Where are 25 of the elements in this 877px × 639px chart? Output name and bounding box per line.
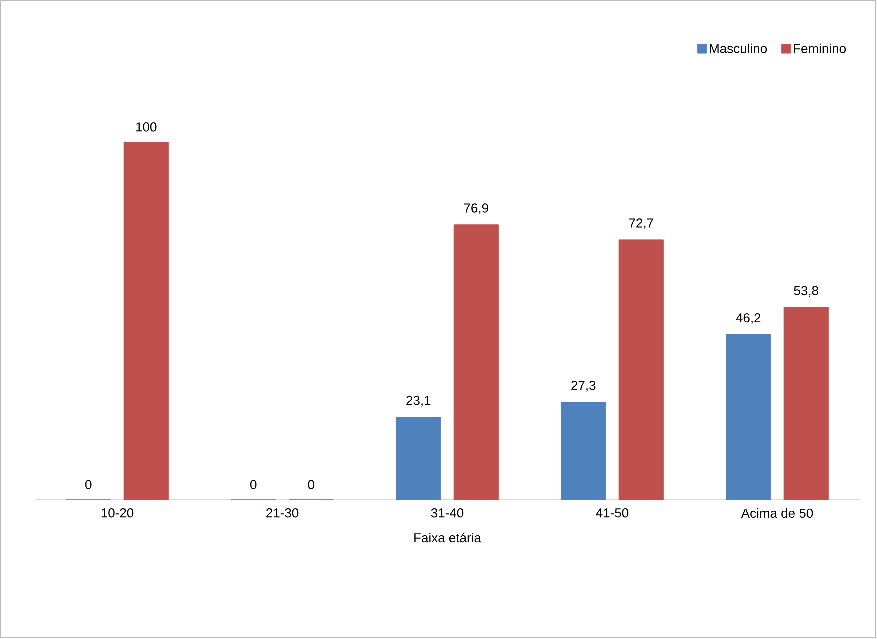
data-label: 46,2 — [736, 313, 761, 324]
bar — [124, 142, 169, 500]
data-label: 0 — [250, 480, 257, 490]
x-tick-label: 21-30 — [266, 508, 299, 518]
bar — [618, 240, 664, 500]
bar — [726, 334, 772, 500]
data-label: 53,8 — [794, 286, 818, 298]
legend-label: Masculino — [710, 44, 768, 54]
data-label: 27,3 — [572, 381, 596, 392]
data-label: 0 — [308, 480, 314, 490]
x-tick-label: 31-40 — [431, 508, 464, 518]
x-tick-label: 10-20 — [102, 508, 134, 518]
legend-label: Feminino — [794, 44, 846, 54]
bar — [454, 224, 499, 500]
x-tick-label: Acima de 50 — [741, 508, 814, 518]
bar — [561, 402, 606, 500]
data-label: 23,1 — [406, 396, 431, 407]
data-label: 0 — [86, 480, 92, 490]
x-tick-label: 41-50 — [596, 508, 629, 518]
data-label: 76,9 — [464, 204, 488, 214]
x-axis-title: Faixa etária — [414, 532, 482, 543]
bar — [784, 307, 829, 500]
data-label: 100 — [136, 122, 157, 132]
bar — [396, 417, 442, 500]
data-label: 72,7 — [629, 218, 654, 230]
